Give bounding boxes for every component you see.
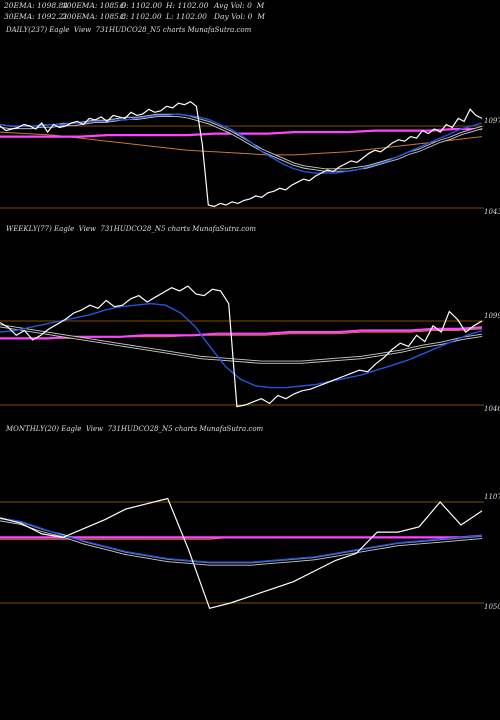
monthly-panel-title: MONTHLY(20) Eagle View 731HUDCO28_N5 cha… (6, 425, 264, 433)
daily-ema200-line (0, 131, 483, 156)
daily-panel-title: DAILY(237) Eagle View 731HUDCO28_N5 char… (6, 26, 252, 34)
daily-ema100-line (0, 127, 482, 138)
header-ema200: 200EMA: 1085.8 (62, 12, 127, 21)
header-ema100: 100EMA: 1085.6 (62, 1, 127, 10)
header-close: C: 1102.00 (120, 12, 162, 21)
daily-y-label-1: 1043 (484, 208, 500, 216)
header-day-vol: Day Vol: 0 M (214, 12, 265, 21)
header-ema30: 30EMA: 1092.21 (4, 12, 69, 21)
header-ema20: 20EMA: 1098.84 (4, 1, 69, 10)
header-high: H: 1102.00 (166, 1, 209, 10)
weekly-y-label-0: 1099 (484, 312, 500, 320)
monthly-ema30-line (0, 519, 483, 565)
weekly-ema30-line (0, 325, 483, 363)
monthly-ema20-line (0, 517, 483, 563)
weekly-price-line (0, 285, 483, 408)
daily-price-line (0, 100, 483, 208)
weekly-panel-title: WEEKLY(77) Eagle View 731HUDCO28_N5 char… (6, 225, 257, 233)
monthly-ema100-line (0, 534, 483, 539)
header-low: L: 1102.00 (166, 12, 207, 21)
header-open: O: 1102.00 (120, 1, 163, 10)
weekly-ema20-line (0, 302, 483, 389)
header-avg-vol: Avg Vol: 0 M (214, 1, 265, 10)
daily-y-label-0: 1097 (484, 117, 500, 125)
monthly-y-label-1: 1050 (484, 603, 500, 611)
monthly-y-label-0: 1107 (484, 493, 500, 501)
monthly-price-line (0, 497, 483, 610)
weekly-y-label-1: 1046 (484, 405, 500, 413)
